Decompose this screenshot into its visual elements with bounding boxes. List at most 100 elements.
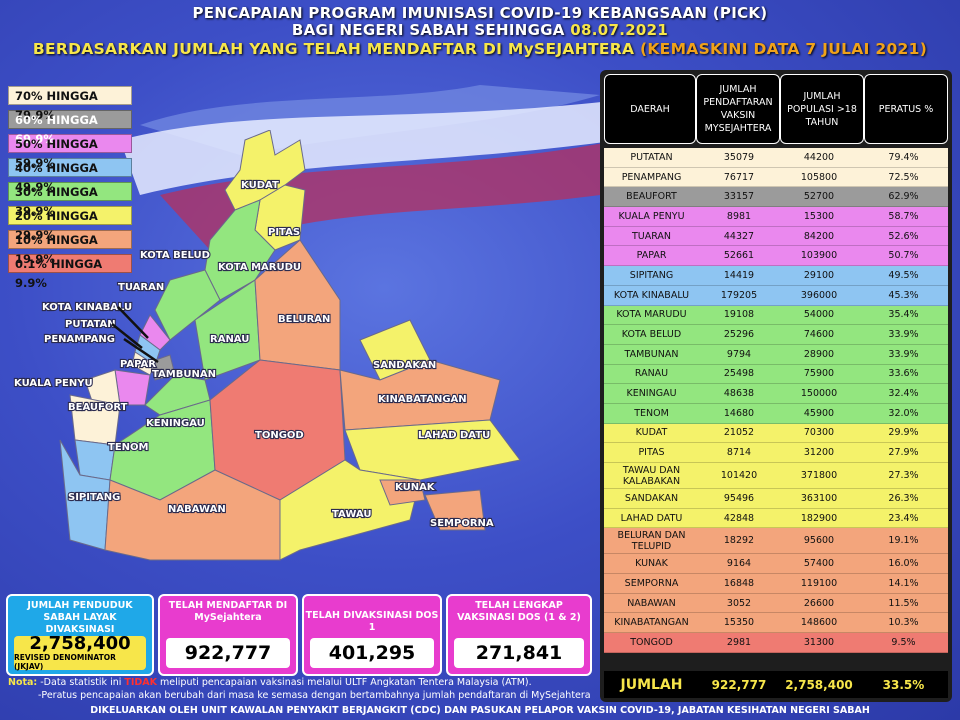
cell-daerah: TAMBUNAN (624, 348, 679, 360)
cell-populasi: 28900 (803, 348, 835, 360)
cell-daerah: TUARAN (631, 230, 672, 242)
cell-peratus: 33.9% (888, 329, 919, 341)
table-row: KUDAT 21052 70300 29.9% (604, 423, 948, 444)
table-row: SEMPORNA 16848 119100 14.1% (604, 574, 948, 594)
cell-populasi: 150000 (800, 388, 838, 400)
legend-item: 0.1% HINGGA 9.9% (8, 254, 132, 290)
cell-daerah: PITAS (638, 447, 665, 459)
cell-daftar: 19108 (723, 309, 755, 321)
cell-peratus: 45.3% (888, 289, 919, 301)
cell-peratus: 33.6% (888, 368, 919, 380)
header-pendaftaran: JUMLAH PENDAFTARAN VAKSIN MYSEJAHTERA (696, 74, 780, 144)
cell-peratus: 10.3% (888, 617, 919, 629)
district-semporna (424, 489, 486, 531)
cell-daftar: 52661 (723, 250, 755, 262)
map-label-kuala-penyu: KUALA PENYU (14, 378, 93, 389)
map-label-papar: PAPAR (120, 359, 156, 370)
table-row: TAMBUNAN 9794 28900 33.9% (604, 344, 948, 365)
cell-populasi: 45900 (803, 407, 835, 419)
cell-daftar: 42848 (723, 512, 755, 524)
header-peratus: PERATUS % (864, 74, 948, 144)
cell-daftar: 101420 (720, 470, 758, 481)
table-body: PUTATAN 35079 44200 79.4% PENAMPANG 76717 1058… (604, 148, 948, 653)
table-row: PITAS 8714 31200 27.9% (604, 443, 948, 463)
map-label-nabawan: NABAWAN (168, 504, 226, 515)
cell-populasi: 105800 (800, 171, 838, 183)
cell-peratus: 52.6% (888, 230, 919, 242)
cell-populasi: 29100 (803, 269, 835, 281)
cell-daftar: 8714 (726, 447, 752, 459)
cell-populasi: 26600 (803, 597, 835, 609)
cell-populasi: 371800 (800, 470, 838, 481)
summary-fully-vaccinated: TELAH LENGKAP VAKSINASI DOS (1 & 2) 271,… (446, 594, 592, 676)
table-row: BEAUFORT 33157 52700 62.9% (604, 187, 948, 208)
title-line-3: BERDASARKAN JUMLAH YANG TELAH MENDAFTAR … (32, 40, 928, 58)
cell-peratus: 11.5% (888, 597, 919, 609)
cell-populasi: 54000 (803, 309, 835, 321)
cell-daerah: TAWAU DAN KALABAKAN (622, 464, 681, 487)
map-label-kinabatangan: KINABATANGAN (378, 394, 467, 405)
cell-peratus: 79.4% (888, 151, 919, 163)
vaccination-table: DAERAH JUMLAH PENDAFTARAN VAKSIN MYSEJAH… (600, 70, 952, 702)
cell-daerah: LAHAD DATU (620, 512, 683, 524)
table-row: TAWAU DAN KALABAKAN 101420 371800 27.3% (604, 463, 948, 489)
map-legend: 70% HINGGA 79.9% 60% HINGGA 69.9% 50% HI… (8, 86, 132, 290)
header-daerah: DAERAH (604, 74, 696, 144)
table-row: KUNAK 9164 57400 16.0% (604, 554, 948, 575)
table-row: PUTATAN 35079 44200 79.4% (604, 148, 948, 168)
table-row: KOTA MARUDU 19108 54000 35.4% (604, 305, 948, 326)
table-row: PENAMPANG 76717 105800 72.5% (604, 167, 948, 188)
cell-daftar: 2981 (726, 636, 752, 648)
table-row: KUALA PENYU 8981 15300 58.7% (604, 207, 948, 227)
map-label-tambunan: TAMBUNAN (152, 369, 216, 380)
map-label-putatan: PUTATAN (65, 319, 116, 330)
cell-daerah: KENINGAU (626, 388, 677, 400)
cell-daerah: SANDAKAN (624, 492, 679, 504)
cell-populasi: 84200 (803, 230, 835, 242)
legend-item: 40% HINGGA 49.9% (8, 158, 132, 194)
table-row: TONGOD 2981 31300 9.5% (604, 633, 948, 653)
cell-daftar: 179205 (720, 289, 758, 301)
cell-daftar: 15350 (723, 617, 755, 629)
cell-daerah: TENOM (634, 407, 669, 419)
cell-daerah: PENAMPANG (621, 171, 682, 183)
table-row: PAPAR 52661 103900 50.7% (604, 246, 948, 267)
map-label-kudat: KUDAT (241, 180, 279, 191)
summary-value: 401,295 (310, 638, 434, 668)
cell-peratus: 50.7% (888, 250, 919, 262)
cell-daftar: 95496 (723, 492, 755, 504)
cell-populasi: 31300 (803, 636, 835, 648)
district-kunak (379, 479, 426, 506)
cell-populasi: 396000 (800, 289, 838, 301)
cell-peratus: 27.9% (888, 447, 919, 459)
footer-credit: DIKELUARKAN OLEH UNIT KAWALAN PENYAKIT B… (90, 705, 870, 716)
cell-daerah: KUDAT (635, 427, 668, 439)
district-nabawan (104, 469, 281, 561)
cell-populasi: 74600 (803, 329, 835, 341)
cell-daerah: NABAWAN (627, 597, 676, 609)
table-row: TUARAN 44327 84200 52.6% (604, 226, 948, 247)
cell-daftar: 25296 (723, 329, 755, 341)
total-peratus: 33.5% (882, 677, 925, 692)
map-label-sandakan: SANDAKAN (373, 360, 436, 371)
legend-item: 60% HINGGA 69.9% (8, 110, 132, 146)
cell-daerah: KOTA BELUD (621, 329, 682, 341)
cell-peratus: 49.5% (888, 269, 919, 281)
district-beluran (254, 239, 341, 371)
cell-peratus: 62.9% (888, 191, 919, 203)
map-label-sipitang: SIPITANG (68, 492, 120, 503)
cell-daerah: BELURAN DAN TELUPID (617, 529, 686, 552)
cell-peratus: 32.4% (888, 388, 919, 400)
map-label-tuaran: TUARAN (118, 282, 164, 293)
map-label-ranau: RANAU (210, 334, 249, 345)
cell-daftar: 76717 (723, 171, 755, 183)
cell-populasi: 44200 (803, 151, 835, 163)
cell-daerah: KUALA PENYU (618, 210, 685, 222)
map-label-beluran: BELURAN (278, 314, 330, 325)
table-row: SANDAKAN 95496 363100 26.3% (604, 489, 948, 509)
map-label-lahad-datu: LAHAD DATU (418, 430, 490, 441)
cell-populasi: 15300 (803, 210, 835, 222)
sabah-district-map: KUDAT PITAS KOTA BELUD KOTA MARUDU TUARA… (13, 130, 521, 561)
map-label-tawau: TAWAU (332, 509, 371, 520)
map-label-kota-kinabalu: KOTA KINABALU (42, 302, 132, 313)
